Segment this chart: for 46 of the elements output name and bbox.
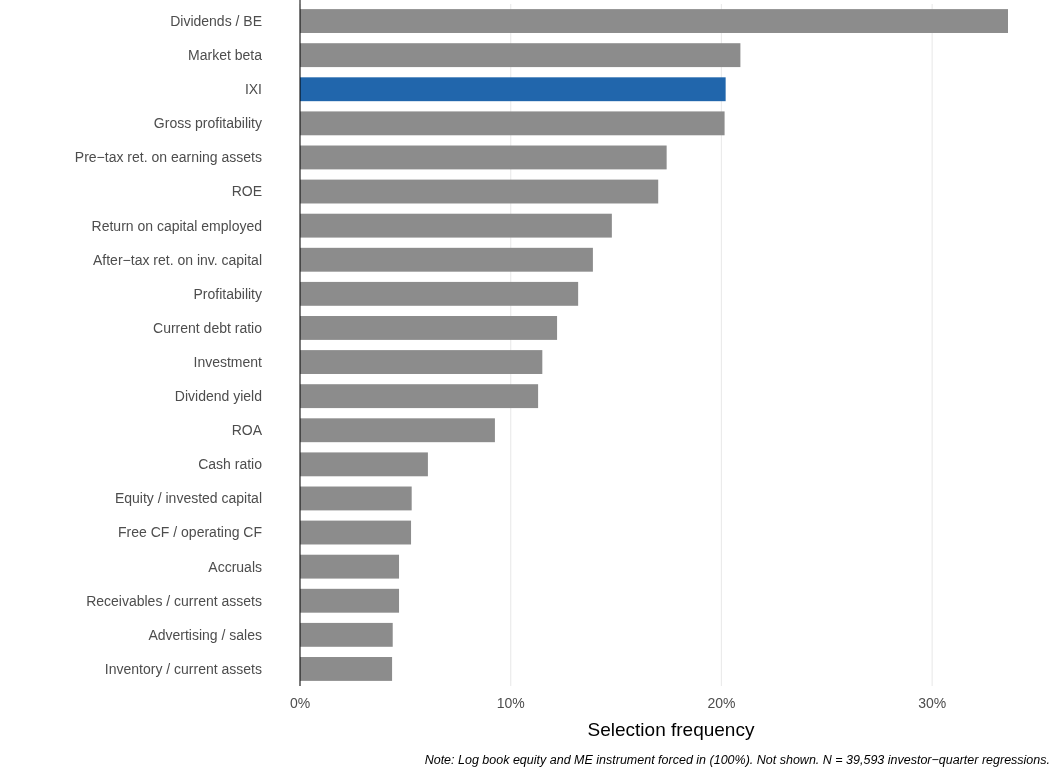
y-tick-label: Advertising / sales — [148, 626, 262, 643]
bar — [300, 316, 558, 340]
bar — [300, 247, 593, 272]
bar — [300, 179, 659, 204]
bar — [300, 657, 393, 681]
bar — [300, 77, 726, 102]
y-tick-label: Market beta — [188, 47, 263, 64]
x-tick-label: 30% — [918, 695, 947, 711]
x-axis-title: Selection frequency — [587, 719, 755, 740]
y-tick-label: ROE — [231, 183, 262, 200]
bar — [300, 384, 539, 409]
bar — [300, 43, 741, 68]
bar — [300, 554, 400, 579]
y-tick-label: Dividend yield — [174, 388, 262, 405]
y-tick-label: Profitability — [193, 285, 262, 302]
y-tick-label: ROA — [231, 422, 263, 439]
y-tick-label: Inventory / current assets — [104, 660, 262, 677]
y-tick-label: Equity / invested capital — [114, 490, 262, 507]
y-tick-label: IXI — [244, 81, 262, 98]
y-tick-label: Cash ratio — [198, 456, 263, 473]
bar — [300, 9, 1008, 33]
bar — [300, 520, 412, 545]
bar — [300, 588, 400, 613]
bar — [300, 281, 579, 306]
bar — [300, 145, 667, 170]
text: Note: Log book equity and ME instrument forced in (100%). Not shown. N = 39,593 investor−quarter regressions. — [424, 753, 1050, 767]
y-tick-label: After−tax ret. on inv. capital — [93, 251, 262, 268]
x-tick-label: 0% — [289, 695, 311, 711]
y-tick-label: Return on capital employed — [91, 217, 262, 234]
bar — [300, 350, 543, 374]
y-tick-label: Dividends / BE — [170, 12, 262, 29]
bar — [300, 622, 393, 647]
y-tick-label: Gross profitability — [153, 115, 262, 132]
y-tick-label: Accruals — [208, 558, 262, 575]
x-tick-label: 10% — [496, 695, 525, 711]
bar — [300, 452, 428, 477]
x-tick-label: 20% — [707, 695, 736, 711]
bar — [300, 486, 412, 511]
bar — [300, 213, 612, 238]
y-tick-label: Investment — [193, 353, 263, 370]
y-tick-label: Pre−tax ret. on earning assets — [74, 149, 262, 166]
bar — [300, 111, 725, 136]
y-tick-label: Current debt ratio — [153, 319, 263, 336]
y-tick-label: Receivables / current assets — [86, 592, 262, 609]
y-tick-label: Free CF / operating CF — [118, 524, 262, 541]
bar — [300, 418, 495, 443]
